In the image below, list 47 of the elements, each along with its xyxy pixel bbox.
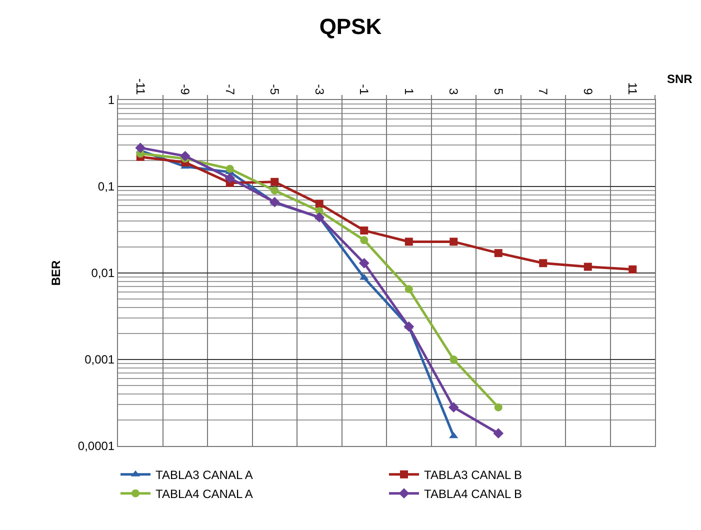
x-tick-label: -3 <box>312 84 326 96</box>
y-tick-label: 0,1 <box>98 180 115 194</box>
x-tick-label: 11 <box>626 82 640 96</box>
point <box>404 285 413 294</box>
y-tick-label: 0,01 <box>91 266 115 280</box>
point <box>494 403 502 412</box>
x-tick-label: -9 <box>178 84 192 96</box>
point <box>494 249 502 258</box>
point <box>226 164 234 173</box>
legend-label: TABLA3 CANAL A <box>156 468 253 482</box>
x-tick-label: 9 <box>580 88 595 96</box>
x-tick-label: 1 <box>402 88 416 96</box>
y-tick-label: 0,001 <box>84 352 115 367</box>
point <box>314 212 325 223</box>
point <box>135 142 146 154</box>
legend-label: TABLA4 CANAL A <box>156 487 253 502</box>
point <box>450 238 458 246</box>
x-tick-label: -5 <box>268 84 282 96</box>
point <box>224 172 236 184</box>
point <box>360 226 368 234</box>
point <box>404 321 414 332</box>
point <box>448 402 459 413</box>
x-tick-label: -7 <box>222 84 237 96</box>
point <box>360 236 368 244</box>
point <box>450 356 458 364</box>
legend-label: TABLA4 CANAL B <box>424 487 522 502</box>
point <box>584 262 592 271</box>
x-tick-label: -1 <box>357 84 372 96</box>
point <box>404 238 413 246</box>
y-tick-label: 0,0001 <box>78 439 115 454</box>
x-axis-title: SNR <box>667 72 693 86</box>
point <box>539 259 548 268</box>
point <box>315 200 324 208</box>
point <box>180 150 190 162</box>
point <box>358 258 370 268</box>
legend-label: TABLA3 CANAL B <box>424 468 522 482</box>
point <box>270 186 279 194</box>
x-tick-label: 5 <box>491 88 506 96</box>
x-tick-label: -11 <box>133 78 148 96</box>
chart-title: QPSK <box>319 14 382 39</box>
point <box>628 265 637 274</box>
point <box>270 178 279 186</box>
point <box>493 428 504 439</box>
x-tick-label: 7 <box>536 88 550 96</box>
point <box>269 196 280 208</box>
y-axis-title: BER <box>49 260 64 286</box>
x-tick-label: 3 <box>446 88 461 96</box>
